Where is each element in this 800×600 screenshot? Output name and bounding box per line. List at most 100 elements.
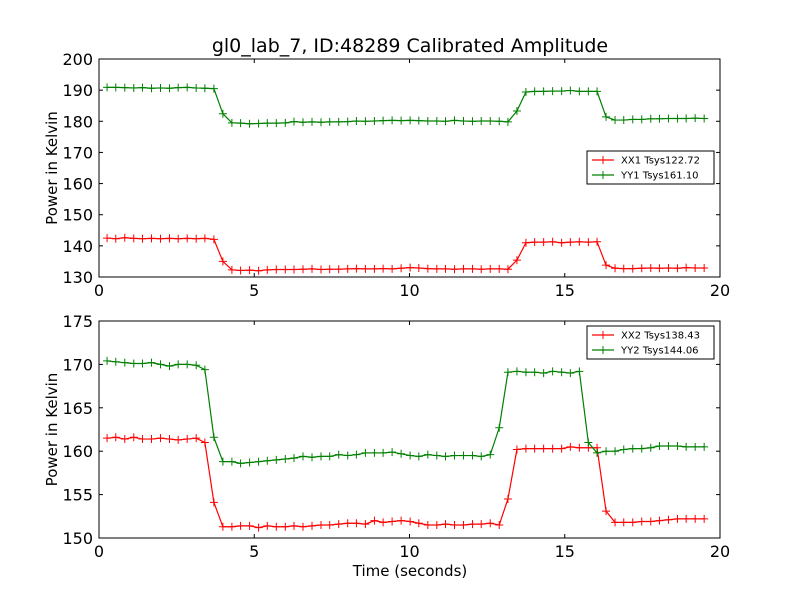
- data-point: [370, 448, 379, 457]
- data-point: [602, 261, 611, 270]
- data-point: [486, 264, 495, 273]
- y-tick-label: 165: [62, 399, 93, 418]
- legend-label: YY2 Tsys144.06: [620, 346, 699, 357]
- data-point: [468, 520, 477, 529]
- data-point: [646, 517, 655, 526]
- data-point: [103, 234, 112, 243]
- x-tick-label: 5: [249, 542, 259, 561]
- data-point: [192, 434, 201, 443]
- y-tick-label: 190: [62, 81, 93, 100]
- data-point: [459, 451, 468, 460]
- data-point: [521, 88, 530, 97]
- data-point: [317, 265, 326, 274]
- data-point: [352, 519, 361, 528]
- data-point: [111, 234, 120, 243]
- data-point: [200, 365, 209, 374]
- data-point: [673, 114, 682, 123]
- data-point: [575, 367, 584, 376]
- data-point: [477, 452, 486, 461]
- data-point: [227, 457, 236, 466]
- data-point: [200, 84, 209, 93]
- data-point: [584, 87, 593, 96]
- data-point: [495, 117, 504, 126]
- data-point: [111, 433, 120, 442]
- data-point: [691, 263, 700, 272]
- data-point: [183, 435, 192, 444]
- data-point: [379, 264, 388, 273]
- data-point: [664, 441, 673, 450]
- data-point: [530, 444, 539, 453]
- data-point: [129, 359, 138, 368]
- data-point: [628, 115, 637, 124]
- data-point: [664, 515, 673, 524]
- data-point: [459, 116, 468, 125]
- data-point: [120, 435, 129, 444]
- x-tick-label: 10: [399, 542, 419, 561]
- data-point: [450, 451, 459, 460]
- data-point: [236, 119, 245, 128]
- data-point: [557, 444, 566, 453]
- data-point: [548, 87, 557, 96]
- data-point: [566, 238, 575, 247]
- data-point: [619, 518, 628, 527]
- figure-title: gl0_lab_7, ID:48289 Calibrated Amplitude: [212, 35, 608, 57]
- data-point: [566, 369, 575, 378]
- data-point: [700, 442, 709, 451]
- data-point: [379, 448, 388, 457]
- data-point: [602, 447, 611, 456]
- data-point: [343, 519, 352, 528]
- data-point: [646, 263, 655, 272]
- y-tick-label: 175: [62, 312, 93, 331]
- data-point: [254, 523, 263, 532]
- legend-box: [586, 325, 715, 360]
- data-point: [530, 238, 539, 247]
- data-point: [548, 367, 557, 376]
- data-point: [120, 233, 129, 242]
- data-point: [156, 360, 165, 369]
- data-point: [103, 83, 112, 92]
- data-point: [281, 265, 290, 274]
- data-point: [646, 114, 655, 123]
- data-point: [147, 358, 156, 367]
- data-point: [512, 107, 521, 116]
- data-point: [263, 119, 272, 128]
- data-point: [165, 84, 174, 93]
- chart-panel-2: 0 5 10 15 20 150 155 160 165 170 175 Power in Kelvi…: [43, 312, 730, 561]
- data-point: [664, 263, 673, 272]
- data-point: [218, 257, 227, 266]
- data-point: [156, 434, 165, 443]
- data-point: [370, 264, 379, 273]
- data-point: [263, 265, 272, 274]
- data-point: [227, 522, 236, 531]
- data-point: [611, 116, 620, 125]
- data-point: [441, 452, 450, 461]
- data-point: [397, 516, 406, 525]
- data-point: [414, 519, 423, 528]
- data-point: [673, 441, 682, 450]
- data-point: [281, 118, 290, 127]
- data-point: [486, 519, 495, 528]
- data-point: [637, 115, 646, 124]
- data-point: [352, 450, 361, 459]
- data-point: [611, 518, 620, 527]
- data-point: [379, 116, 388, 125]
- data-point: [263, 521, 272, 530]
- data-point: [254, 457, 263, 466]
- data-point: [227, 265, 236, 274]
- data-point: [566, 442, 575, 451]
- data-point: [530, 368, 539, 377]
- data-point: [174, 234, 183, 243]
- data-point: [593, 87, 602, 96]
- data-point: [495, 520, 504, 529]
- x-tick-label: 15: [555, 281, 575, 300]
- data-point: [120, 358, 129, 367]
- data-point: [138, 83, 147, 92]
- data-point: [272, 265, 281, 274]
- data-point: [298, 118, 307, 127]
- legend-marker: [599, 156, 607, 164]
- data-point: [325, 520, 334, 529]
- data-point: [209, 498, 218, 507]
- x-tick-label: 15: [555, 542, 575, 561]
- data-point: [236, 266, 245, 275]
- data-point: [209, 433, 218, 442]
